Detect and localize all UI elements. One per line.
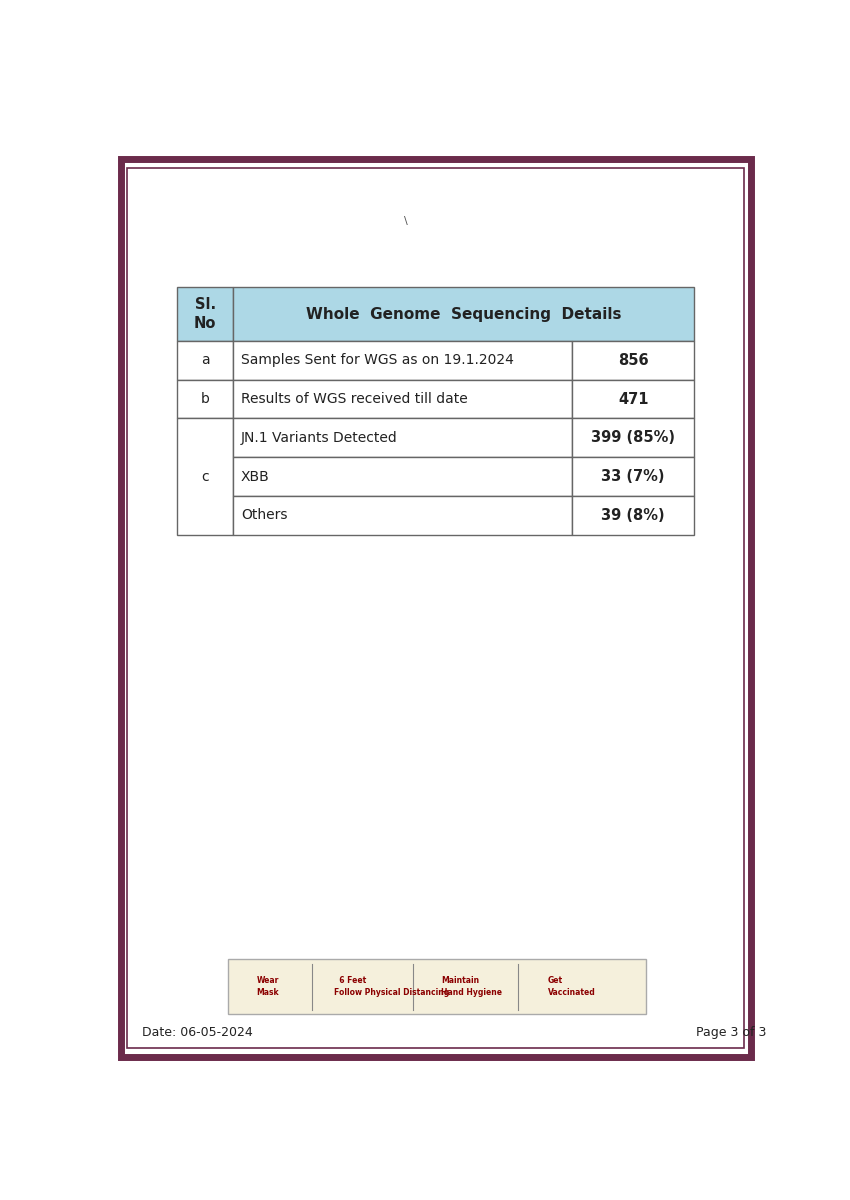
Text: 856: 856: [618, 353, 649, 367]
Text: Page 3 of 3: Page 3 of 3: [696, 1026, 766, 1039]
Text: Whole  Genome  Sequencing  Details: Whole Genome Sequencing Details: [306, 306, 621, 322]
Text: Samples Sent for WGS as on 19.1.2024: Samples Sent for WGS as on 19.1.2024: [241, 353, 514, 367]
Bar: [573, 496, 694, 535]
Bar: [573, 457, 694, 496]
Text: 33 (7%): 33 (7%): [602, 469, 665, 484]
Text: Wear
Mask: Wear Mask: [257, 977, 279, 997]
Bar: [178, 379, 233, 419]
Text: Sl.
No: Sl. No: [194, 298, 217, 331]
Text: 39 (8%): 39 (8%): [601, 508, 665, 523]
Text: b: b: [201, 392, 210, 406]
Text: Maintain
Hand Hygiene: Maintain Hand Hygiene: [441, 977, 502, 997]
Text: \: \: [404, 216, 408, 226]
Text: JN.1 Variants Detected: JN.1 Variants Detected: [241, 431, 398, 445]
Text: a: a: [201, 353, 210, 367]
Bar: [178, 341, 233, 379]
Bar: [228, 959, 646, 1014]
Text: Get
Vaccinated: Get Vaccinated: [547, 977, 595, 997]
Text: 6 Feet
Follow Physical Distancing: 6 Feet Follow Physical Distancing: [333, 977, 449, 997]
Text: 399 (85%): 399 (85%): [591, 431, 675, 445]
Text: XBB: XBB: [241, 469, 269, 484]
Bar: [233, 419, 573, 457]
Text: Others: Others: [241, 509, 287, 522]
Text: Results of WGS received till date: Results of WGS received till date: [241, 392, 468, 406]
Bar: [573, 419, 694, 457]
Bar: [233, 287, 694, 341]
Bar: [233, 496, 573, 535]
Bar: [233, 341, 573, 379]
Bar: [573, 341, 694, 379]
Text: 471: 471: [618, 391, 649, 407]
Bar: [178, 419, 233, 535]
Bar: [233, 379, 573, 419]
Text: Date: 06-05-2024: Date: 06-05-2024: [143, 1026, 253, 1039]
Bar: [573, 379, 694, 419]
Bar: [233, 457, 573, 496]
Bar: [178, 287, 233, 341]
Text: c: c: [201, 469, 209, 484]
